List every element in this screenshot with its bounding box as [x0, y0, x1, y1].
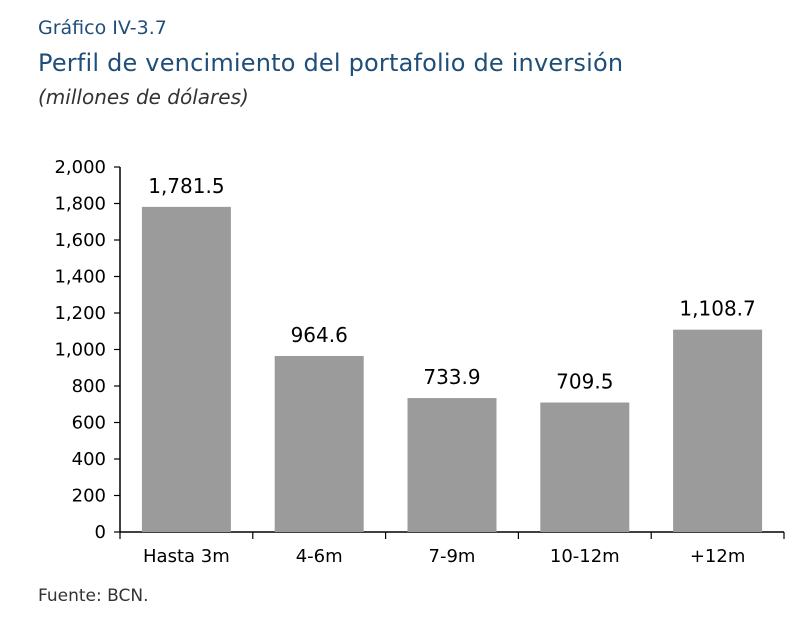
chart-header: Gráfico IV-3.7 Perfil de vencimiento del…	[38, 16, 788, 110]
y-tick-label: 1,800	[54, 194, 106, 215]
bar-7-9m	[407, 398, 497, 532]
y-tick-label: 400	[72, 449, 106, 470]
data-label: 1,108.7	[679, 297, 755, 321]
bar--12m	[673, 329, 763, 532]
y-tick-label: 0	[95, 522, 106, 543]
data-label: 1,781.5	[148, 174, 224, 198]
chart-title: Perfil de vencimiento del portafolio de …	[38, 49, 624, 77]
y-tick-label: 200	[72, 486, 106, 507]
chart-label: Gráfico IV-3.7	[38, 17, 167, 39]
x-category-label: +12m	[690, 546, 746, 567]
data-label: 964.6	[291, 323, 348, 347]
x-category-label: 4-6m	[296, 546, 343, 567]
y-tick-label: 1,600	[54, 230, 106, 251]
x-category-label: 7-9m	[429, 546, 476, 567]
bar-hasta-3m	[141, 206, 231, 532]
bar-4-6m	[274, 355, 364, 532]
bar-10-12m	[540, 402, 630, 532]
y-tick-label: 1,200	[54, 303, 106, 324]
y-tick-label: 800	[72, 376, 106, 397]
x-category-label: Hasta 3m	[143, 546, 230, 567]
source-note: Fuente: BCN.	[38, 586, 149, 606]
y-tick-label: 1,400	[54, 267, 106, 288]
data-label: 709.5	[556, 370, 613, 394]
x-category-label: 10-12m	[550, 546, 620, 567]
y-tick-label: 1,000	[54, 340, 106, 361]
y-tick-label: 600	[72, 413, 106, 434]
data-label: 733.9	[423, 365, 480, 389]
y-tick-label: 2,000	[54, 157, 106, 178]
chart-subtitle: (millones de dólares)	[38, 85, 249, 109]
